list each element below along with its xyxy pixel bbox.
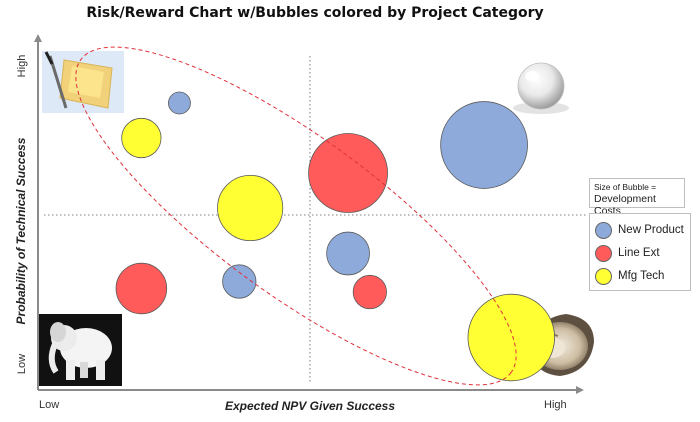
legend-label: Mfg Tech [618, 270, 665, 282]
legend-label: New Product [618, 224, 684, 236]
y-tick-low: Low [16, 353, 28, 375]
bubble-new-product [168, 91, 191, 115]
x-tick-high: High [544, 399, 567, 411]
bubble-new-product [440, 101, 528, 189]
bubble-new-product [222, 264, 257, 299]
bubble-mfg-tech [121, 117, 162, 159]
bubble-line-ext [115, 262, 168, 315]
bubble-line-ext [352, 274, 387, 310]
legend: New Product Line Ext Mfg Tech [589, 213, 691, 291]
bubble-mfg-tech [217, 174, 284, 242]
legend-swatch [595, 267, 612, 285]
bread-and-butter-icon [42, 51, 124, 113]
y-axis-title: Probability of Technical Success [14, 137, 28, 325]
y-tick-high: High [16, 54, 28, 78]
legend-item-mfg-tech: Mfg Tech [595, 265, 664, 287]
chart-title: Risk/Reward Chart w/Bubbles colored by P… [86, 5, 544, 21]
x-axis-title: Expected NPV Given Success [224, 399, 396, 413]
x-tick-low: Low [39, 399, 60, 411]
bubble-layer [115, 91, 555, 382]
white-elephant-icon [38, 314, 122, 386]
legend-item-line-ext: Line Ext [595, 242, 660, 264]
legend-swatch [595, 244, 612, 262]
efficient-frontier-ellipse [75, 46, 517, 386]
legend-item-new-product: New Product [595, 219, 684, 241]
bubble-size-note: Size of Bubble = Development Costs [589, 178, 685, 217]
bubble-line-ext [308, 133, 388, 213]
size-note-line1: Size of Bubble = [594, 182, 657, 192]
bubble-mfg-tech [467, 293, 555, 382]
pearl-icon [513, 62, 569, 114]
bubble-new-product [326, 231, 370, 276]
legend-label: Line Ext [618, 247, 660, 259]
legend-swatch [595, 221, 612, 239]
